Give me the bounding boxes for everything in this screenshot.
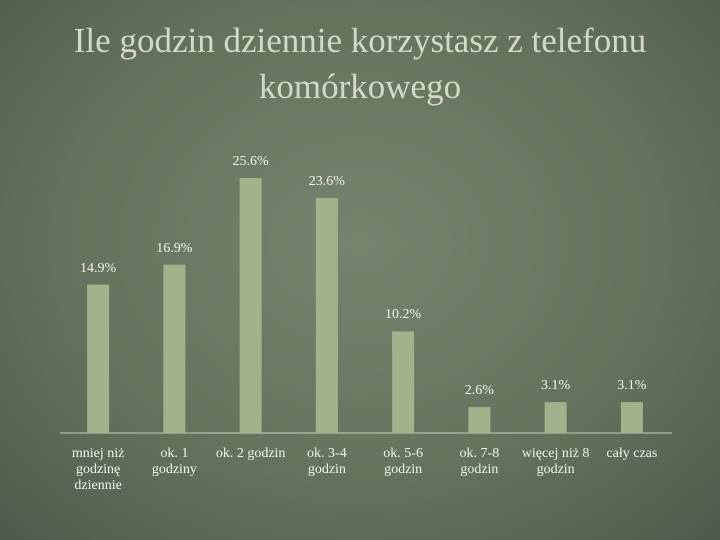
data-label: 10.2% <box>385 307 422 323</box>
data-label: 25.6% <box>232 154 269 169</box>
bar <box>87 284 110 433</box>
bar <box>163 264 186 433</box>
bar <box>544 402 567 433</box>
data-label: 16.9% <box>156 240 193 256</box>
bar <box>315 197 338 433</box>
data-label: 3.1% <box>617 378 647 394</box>
x-tick-label: więcej niż 8 godzin <box>521 446 590 477</box>
data-label: 2.6% <box>464 383 494 399</box>
x-tick-label: mniej niż godzinę dziennie <box>71 446 125 493</box>
x-tick-label: cały czas <box>606 446 658 461</box>
bar <box>392 331 415 433</box>
data-label: 14.9% <box>80 260 117 276</box>
chart-title: Ile godzin dziennie korzystasz z telefon… <box>73 21 647 106</box>
x-tick-label: ok. 5-6 godzin <box>383 446 423 477</box>
bar <box>620 402 643 433</box>
x-tick-label: ok. 7-8 godzin <box>459 446 500 477</box>
x-tick-label: ok. 1 godziny <box>151 446 197 477</box>
bar <box>239 178 262 433</box>
data-label: 23.6% <box>308 173 345 189</box>
x-tick-label: ok. 3-4 godzin <box>307 446 347 477</box>
bar <box>468 407 491 433</box>
data-label: 3.1% <box>541 378 571 394</box>
x-tick-label: ok. 2 godzin <box>215 446 286 461</box>
